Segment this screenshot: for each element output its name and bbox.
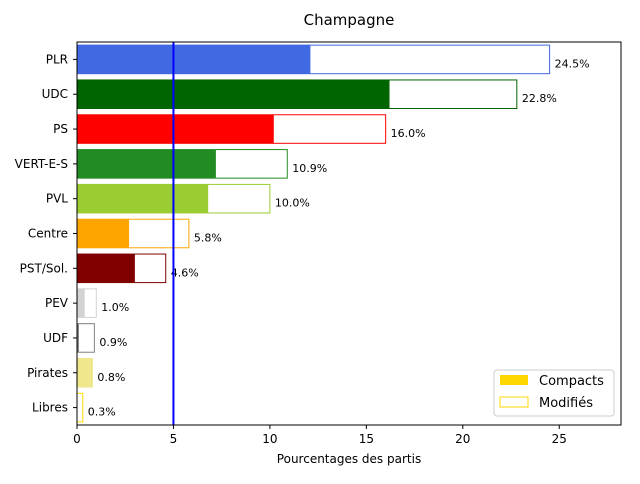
y-axis-ticks: PLR UDC PS VERT-E-S PVL Centre PST/Sol. PEV UDF P… xyxy=(15,52,77,415)
bar-value-label: 22.8% xyxy=(522,92,557,105)
bar-compacts xyxy=(77,254,135,283)
legend: Compacts Modifiés xyxy=(493,369,615,417)
bar-modifies xyxy=(76,323,95,353)
bar-value-label: 0.9% xyxy=(99,336,127,349)
y-tick-label: PS xyxy=(53,122,68,136)
bar-compacts xyxy=(77,323,79,353)
bar-compacts xyxy=(77,149,216,179)
x-tick-label: 20 xyxy=(455,432,470,446)
bar-value-label: 0.8% xyxy=(97,371,125,384)
x-axis-label: Pourcentages des partis xyxy=(277,452,421,466)
bar-value-label: 4.6% xyxy=(171,266,199,279)
plot-frame xyxy=(76,41,622,426)
y-tick-label: VERT-E-S xyxy=(15,157,68,171)
x-tick-label: 5 xyxy=(170,432,178,446)
bar-compacts xyxy=(77,288,85,318)
y-tick-label: Pirates xyxy=(27,366,68,380)
y-tick-label: PVL xyxy=(46,192,68,206)
legend-swatch-modifies xyxy=(499,396,529,408)
bar-value-label: 5.8% xyxy=(194,232,222,245)
bar-compacts xyxy=(77,358,93,388)
x-tick-label: 25 xyxy=(552,432,567,446)
chart-title: Champagne xyxy=(304,11,395,29)
y-tick-label: PEV xyxy=(45,296,69,310)
y-tick-label: Centre xyxy=(28,227,68,241)
y-tick-label: PLR xyxy=(46,52,68,66)
x-tick-label: 0 xyxy=(73,432,81,446)
bar-value-label: 10.9% xyxy=(292,162,327,175)
bar-value-label: 0.3% xyxy=(88,406,116,419)
legend-label-modifies: Modifiés xyxy=(539,396,593,411)
legend-swatch-compacts xyxy=(500,375,528,385)
legend-label-compacts: Compacts xyxy=(539,374,604,389)
bar-value-label: 1.0% xyxy=(101,301,129,314)
bar-compacts xyxy=(77,219,130,248)
bars-group: 24.5% 22.8% 16.0% 10.9% 10.0% 5.8% 4.6% 1.0% 0.9… xyxy=(76,44,590,423)
x-tick-label: 10 xyxy=(262,432,277,446)
bar-compacts xyxy=(77,184,209,213)
y-tick-label: Libres xyxy=(32,401,68,415)
bar-compacts xyxy=(77,114,274,144)
x-axis-ticks: 0 5 10 15 20 25 xyxy=(73,425,567,446)
bar-compacts xyxy=(77,79,390,109)
y-tick-label: PST/Sol. xyxy=(20,261,68,275)
bar-value-label: 10.0% xyxy=(275,197,310,210)
x-tick-label: 15 xyxy=(359,432,374,446)
y-tick-label: UDC xyxy=(42,87,68,101)
bar-value-label: 24.5% xyxy=(555,57,590,70)
y-tick-label: UDF xyxy=(43,331,68,345)
bar-value-label: 16.0% xyxy=(391,127,426,140)
bar-compacts xyxy=(77,45,311,74)
bar-modifies xyxy=(76,392,84,423)
